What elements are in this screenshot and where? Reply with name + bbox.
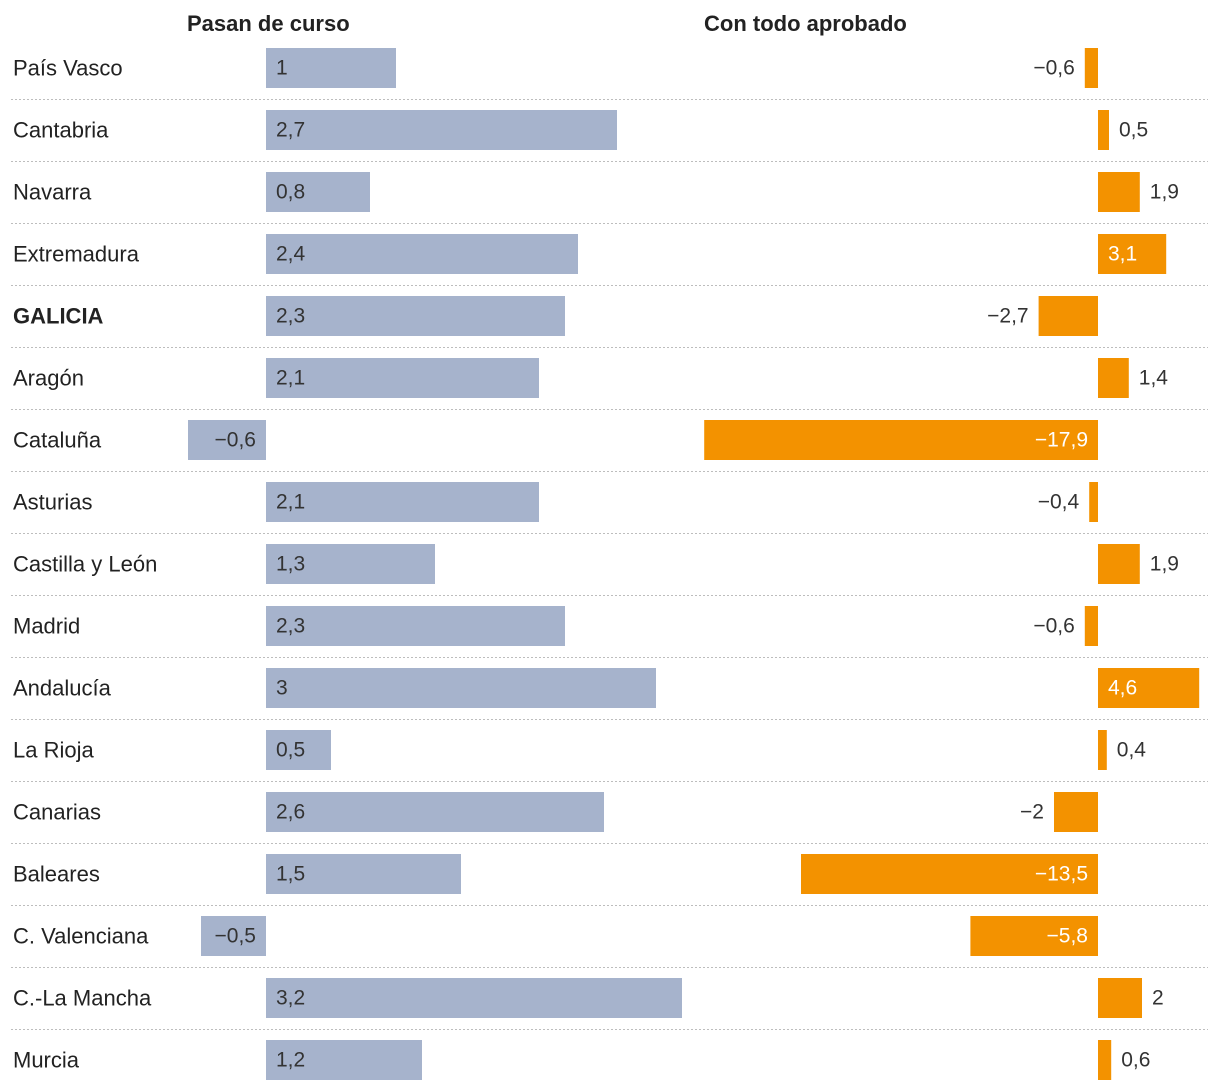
value-label-pasan-de-curso: 2,1	[276, 491, 305, 514]
bar-con-todo-aprobado	[1098, 358, 1129, 398]
value-label-pasan-de-curso: 1,2	[276, 1049, 305, 1072]
region-label: Navarra	[13, 180, 92, 205]
region-label: GALICIA	[13, 304, 104, 329]
region-label: Canarias	[13, 800, 101, 825]
bar-pasan-de-curso	[266, 544, 435, 584]
region-label: Baleares	[13, 862, 100, 887]
bar-con-todo-aprobado	[1098, 668, 1200, 708]
value-label-pasan-de-curso: 2,3	[276, 615, 305, 638]
value-label-con-todo-aprobado: −13,5	[1035, 863, 1088, 886]
value-label-con-todo-aprobado: 3,1	[1108, 243, 1137, 266]
value-label-pasan-de-curso: 2,7	[276, 119, 305, 142]
region-label: Andalucía	[13, 676, 112, 701]
bar-con-todo-aprobado	[1054, 792, 1098, 832]
bar-pasan-de-curso	[266, 792, 604, 832]
value-label-con-todo-aprobado: −0,6	[1033, 57, 1074, 80]
bar-con-todo-aprobado	[1098, 730, 1107, 770]
bar-pasan-de-curso	[266, 668, 656, 708]
value-label-con-todo-aprobado: 1,9	[1150, 553, 1179, 576]
bar-con-todo-aprobado	[1089, 482, 1098, 522]
value-label-pasan-de-curso: 1,3	[276, 553, 305, 576]
bar-pasan-de-curso	[266, 606, 565, 646]
bar-con-todo-aprobado	[1084, 48, 1098, 88]
bar-pasan-de-curso	[188, 420, 266, 460]
bar-con-todo-aprobado	[1098, 172, 1140, 212]
value-label-pasan-de-curso: 3,2	[276, 987, 305, 1010]
bar-con-todo-aprobado	[1098, 1040, 1112, 1080]
value-label-con-todo-aprobado: 0,6	[1121, 1049, 1150, 1072]
bar-pasan-de-curso	[266, 358, 539, 398]
value-label-pasan-de-curso: 0,5	[276, 739, 305, 762]
region-label: C. Valenciana	[13, 924, 149, 949]
value-label-pasan-de-curso: −0,6	[215, 429, 256, 452]
bar-pasan-de-curso	[266, 172, 370, 212]
bar-con-todo-aprobado	[1098, 110, 1109, 150]
value-label-pasan-de-curso: 2,3	[276, 305, 305, 328]
header-pasan-de-curso: Pasan de curso	[187, 11, 350, 36]
region-label: Asturias	[13, 490, 92, 515]
region-label: Cantabria	[13, 118, 109, 143]
value-label-con-todo-aprobado: 0,5	[1119, 119, 1148, 142]
region-label: La Rioja	[13, 738, 94, 763]
value-label-con-todo-aprobado: 1,9	[1150, 181, 1179, 204]
value-label-pasan-de-curso: 1	[276, 57, 288, 80]
value-label-pasan-de-curso: 3	[276, 677, 288, 700]
value-label-con-todo-aprobado: −0,4	[1038, 491, 1080, 514]
value-label-con-todo-aprobado: −5,8	[1047, 925, 1088, 948]
bar-pasan-de-curso	[266, 234, 578, 274]
region-label: Cataluña	[13, 428, 102, 453]
bar-con-todo-aprobado	[1098, 978, 1142, 1018]
value-label-con-todo-aprobado: 2	[1152, 987, 1164, 1010]
value-label-pasan-de-curso: 1,5	[276, 863, 305, 886]
value-label-con-todo-aprobado: −2	[1020, 801, 1044, 824]
region-label: Castilla y León	[13, 552, 157, 577]
bar-pasan-de-curso	[201, 916, 266, 956]
value-label-con-todo-aprobado: 0,4	[1117, 739, 1147, 762]
value-label-con-todo-aprobado: −2,7	[987, 305, 1028, 328]
value-label-pasan-de-curso: −0,5	[215, 925, 256, 948]
region-label: Murcia	[13, 1048, 80, 1073]
value-label-pasan-de-curso: 0,8	[276, 181, 305, 204]
bar-con-todo-aprobado	[1098, 234, 1167, 274]
bar-con-todo-aprobado	[801, 854, 1098, 894]
bar-pasan-de-curso	[266, 110, 617, 150]
bar-con-todo-aprobado	[1098, 544, 1140, 584]
value-label-con-todo-aprobado: −0,6	[1033, 615, 1074, 638]
bar-pasan-de-curso	[266, 730, 331, 770]
header-con-todo-aprobado: Con todo aprobado	[704, 11, 907, 36]
bar-pasan-de-curso	[266, 854, 461, 894]
bar-pasan-de-curso	[266, 482, 539, 522]
value-label-con-todo-aprobado: 4,6	[1108, 677, 1137, 700]
region-label: C.-La Mancha	[13, 986, 152, 1011]
bar-pasan-de-curso	[266, 978, 682, 1018]
bar-con-todo-aprobado	[704, 420, 1098, 460]
value-label-con-todo-aprobado: −17,9	[1035, 429, 1088, 452]
value-label-pasan-de-curso: 2,1	[276, 367, 305, 390]
region-label: Madrid	[13, 614, 80, 639]
region-label: Extremadura	[13, 242, 140, 267]
bar-con-todo-aprobado	[1084, 606, 1098, 646]
value-label-con-todo-aprobado: 1,4	[1139, 367, 1169, 390]
bar-con-todo-aprobado	[970, 916, 1098, 956]
region-label: País Vasco	[13, 56, 123, 81]
bar-pasan-de-curso	[266, 1040, 422, 1080]
bar-con-todo-aprobado	[1038, 296, 1098, 336]
region-label: Aragón	[13, 366, 84, 391]
value-label-pasan-de-curso: 2,6	[276, 801, 305, 824]
bar-pasan-de-curso	[266, 48, 396, 88]
bar-pasan-de-curso	[266, 296, 565, 336]
value-label-pasan-de-curso: 2,4	[276, 243, 306, 266]
